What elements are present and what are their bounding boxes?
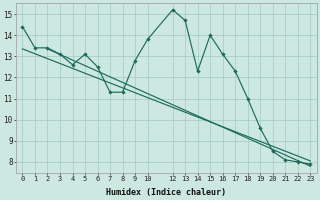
- X-axis label: Humidex (Indice chaleur): Humidex (Indice chaleur): [106, 188, 226, 197]
